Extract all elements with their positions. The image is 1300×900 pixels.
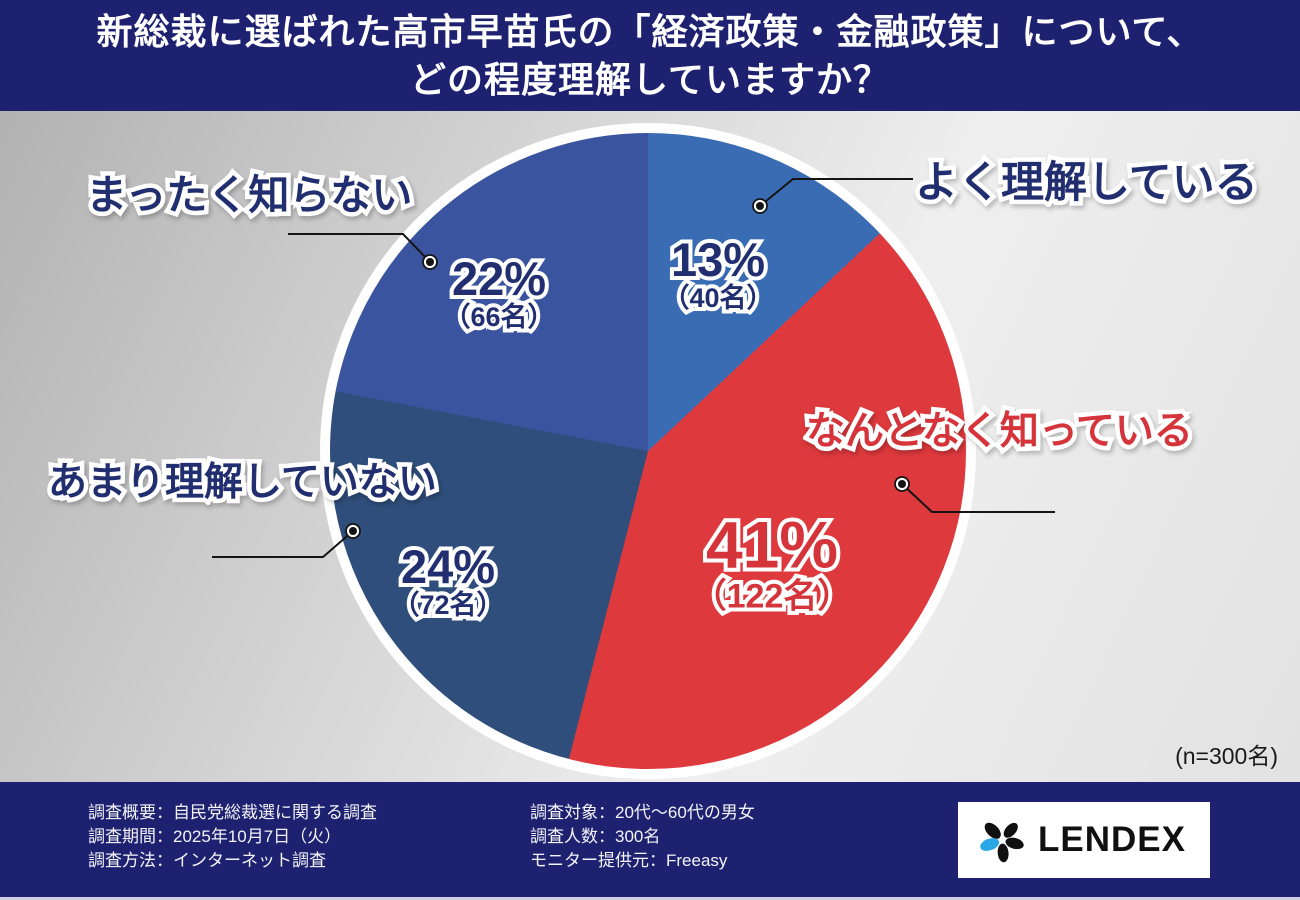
slice-value-yoku-rikai: 13% 13% （40名） （40名） — [658, 231, 777, 317]
survey-monitor: モニター提供元：Freeasy — [530, 851, 728, 870]
slice-value-amari: 24% 24% （72名） （72名） — [388, 538, 507, 624]
survey-target: 調査対象：20代～60代の男女 — [530, 803, 755, 822]
survey-period: 調査期間：2025年10月7日（火） — [88, 827, 342, 846]
slice-label-mattaku: まったく知らない まったく知らない — [81, 168, 416, 222]
slice-label-nantonaku: なんとなく知っている なんとなく知っている — [802, 406, 1198, 457]
page-title-line2: どの程度理解していますか？ — [410, 58, 890, 100]
lendex-flower-icon — [980, 822, 1024, 863]
slice-value-mattaku: 22% 22% （66名） （66名） — [439, 250, 558, 336]
survey-info-left: 調査概要：自民党総裁選に関する調査 調査期間：2025年10月7日（火） 調査方… — [88, 801, 377, 873]
slice-value-nantonaku: 41% 41% （122名） （122名） — [689, 506, 856, 619]
pie-chart — [320, 123, 976, 779]
survey-info-middle: 調査対象：20代～60代の男女 調査人数：300名 モニター提供元：Freeas… — [530, 801, 755, 873]
footer-banner: 調査概要：自民党総裁選に関する調査 調査期間：2025年10月7日（火） 調査方… — [0, 782, 1300, 900]
survey-overview: 調査概要：自民党総裁選に関する調査 — [88, 803, 377, 822]
slice-label-amari: あまり理解していない あまり理解していない — [44, 457, 442, 508]
header-banner: 新総裁に選ばれた高市早苗氏の「経済政策・金融政策」について、 どの程度理解してい… — [0, 0, 1300, 111]
sample-size-note: (n=300名) — [1175, 743, 1278, 769]
footer-bottom-strip — [0, 897, 1300, 900]
chart-area: よく理解している よく理解している なんとなく知っている なんとなく知っている … — [0, 111, 1300, 782]
lendex-logo: LENDEX — [958, 802, 1210, 878]
lendex-logo-text: LENDEX — [1038, 820, 1186, 859]
page-title-line1: 新総裁に選ばれた高市早苗氏の「経済政策・金融政策」について、 — [96, 11, 1204, 53]
survey-count: 調査人数：300名 — [530, 827, 661, 846]
survey-method: 調査方法：インターネット調査 — [88, 851, 326, 870]
slice-label-yoku-rikai: よく理解している よく理解している — [911, 155, 1263, 211]
